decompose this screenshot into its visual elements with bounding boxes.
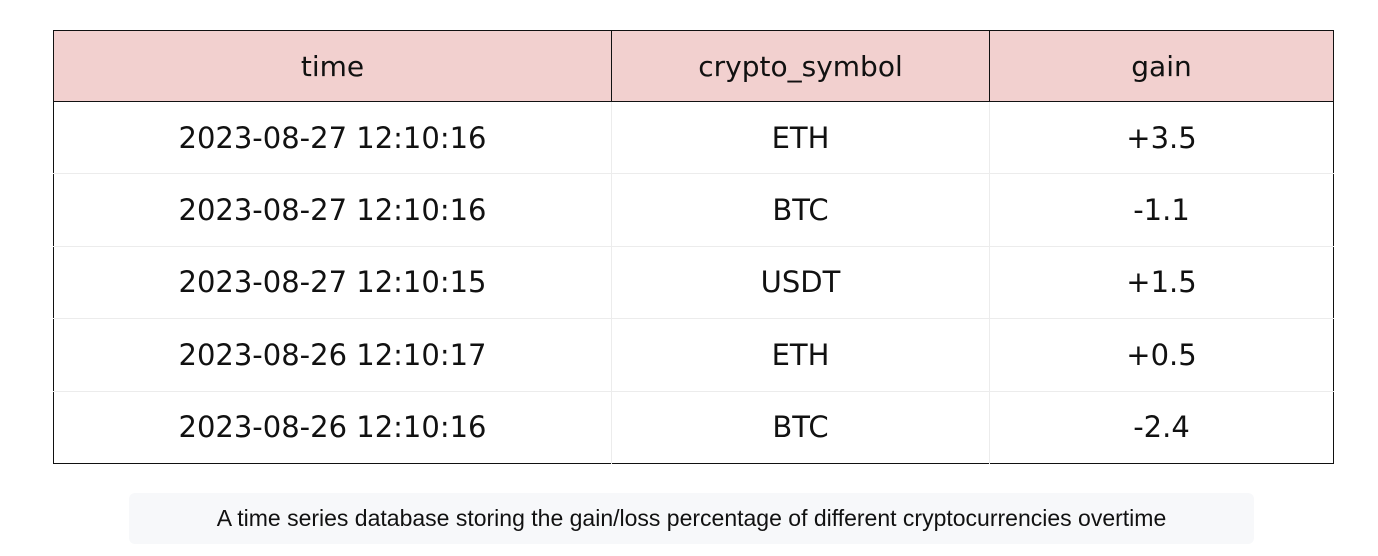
table-row: 2023-08-27 12:10:15 USDT +1.5 — [53, 246, 1334, 320]
crypto-symbol-cell: USDT — [611, 246, 990, 320]
table-caption: A time series database storing the gain/… — [129, 493, 1254, 544]
table-row: 2023-08-26 12:10:17 ETH +0.5 — [53, 318, 1334, 392]
time-cell: 2023-08-27 12:10:16 — [53, 101, 612, 175]
time-cell: 2023-08-26 12:10:16 — [53, 391, 612, 464]
column-header-time: time — [53, 30, 612, 102]
column-header-gain: gain — [989, 30, 1334, 102]
crypto-symbol-cell: ETH — [611, 101, 990, 175]
column-header-crypto-symbol: crypto_symbol — [611, 30, 990, 102]
gain-cell: +3.5 — [989, 101, 1334, 175]
table-row: 2023-08-27 12:10:16 BTC -1.1 — [53, 173, 1334, 247]
time-cell: 2023-08-26 12:10:17 — [53, 318, 612, 392]
crypto-symbol-cell: BTC — [611, 391, 990, 464]
table-row: 2023-08-27 12:10:16 ETH +3.5 — [53, 101, 1334, 175]
crypto-gain-table: time crypto_symbol gain 2023-08-27 12:10… — [53, 30, 1334, 464]
gain-cell: +0.5 — [989, 318, 1334, 392]
time-cell: 2023-08-27 12:10:16 — [53, 173, 612, 247]
time-cell: 2023-08-27 12:10:15 — [53, 246, 612, 320]
gain-cell: -1.1 — [989, 173, 1334, 247]
crypto-symbol-cell: BTC — [611, 173, 990, 247]
table-header-row: time crypto_symbol gain — [53, 30, 1334, 102]
gain-cell: -2.4 — [1133, 410, 1190, 445]
table-row: 2023-08-26 12:10:16 BTC -2.4 — [53, 391, 1334, 464]
crypto-symbol-cell: ETH — [611, 318, 990, 392]
gain-cell: +1.5 — [989, 246, 1334, 320]
